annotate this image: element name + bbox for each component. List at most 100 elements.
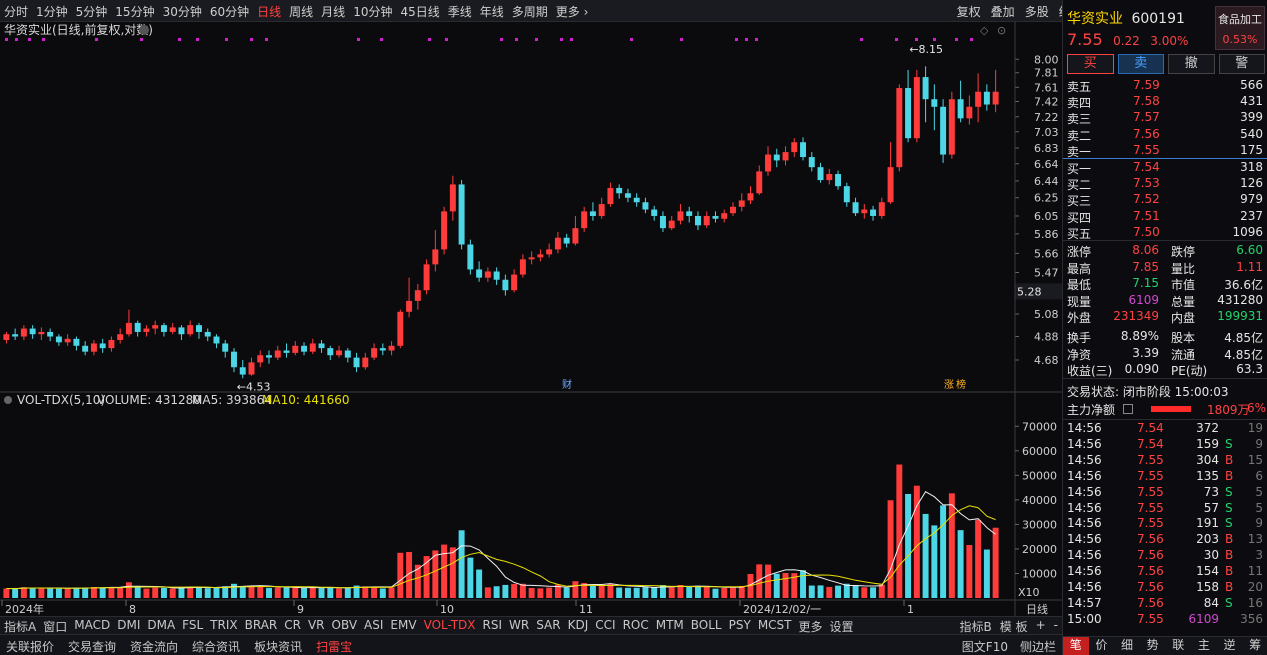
- indicator-tab[interactable]: VOL-TDX: [423, 618, 476, 632]
- indicator-tab[interactable]: VR: [307, 618, 325, 632]
- period-button[interactable]: 周线: [289, 5, 314, 19]
- indicator-tab[interactable]: KDJ: [567, 618, 589, 632]
- status-link[interactable]: 板块资讯: [254, 640, 303, 654]
- candle-body: [371, 348, 378, 358]
- rank-mark[interactable]: 榜: [956, 378, 966, 391]
- indicator-tab[interactable]: DMA: [147, 618, 176, 632]
- tick-side: S: [1225, 595, 1233, 610]
- quote-tab[interactable]: 联: [1172, 638, 1185, 652]
- tick-price: 7.56: [1137, 548, 1164, 563]
- indicator-tab[interactable]: MCST: [757, 618, 792, 632]
- indicator-tab[interactable]: MTM: [655, 618, 684, 632]
- volume-bar: [204, 588, 211, 598]
- bids-level-row[interactable]: 买五 7.50 1096: [1067, 225, 1263, 241]
- quote-tab[interactable]: 笔: [1063, 637, 1089, 655]
- period-button[interactable]: 日线: [257, 5, 282, 19]
- quote-tab[interactable]: 价: [1095, 638, 1108, 652]
- period-button[interactable]: 45日线: [400, 5, 440, 19]
- diamond-icon[interactable]: ◇: [980, 24, 989, 37]
- quote-tab[interactable]: 主: [1197, 638, 1210, 652]
- candle-body: [616, 187, 623, 194]
- candle-body: [572, 228, 579, 244]
- indicator-tab[interactable]: CR: [284, 618, 301, 632]
- status-link[interactable]: 关联报价: [6, 640, 55, 654]
- limit-up-mark[interactable]: 涨: [944, 379, 954, 391]
- period-button[interactable]: 年线: [479, 5, 504, 19]
- trade-action-button[interactable]: 撤: [1168, 54, 1215, 74]
- indicator-tab[interactable]: TRIX: [210, 618, 238, 632]
- indicator-tab[interactable]: PSY: [728, 618, 751, 632]
- bids-level-row[interactable]: 买三 7.52 979: [1067, 192, 1263, 208]
- kline-chart-area[interactable]: 华资实业(日线,前复权,对数) ◇ ⊙ 8.00 7.81 7.61 7.42 7.22…: [0, 22, 1062, 616]
- quote-tab[interactable]: 筹: [1249, 638, 1262, 652]
- status-right-link[interactable]: 图文F10: [961, 640, 1008, 654]
- asks-level-row[interactable]: 卖一 7.55 175: [1067, 143, 1263, 159]
- candle-body: [957, 99, 964, 119]
- settings-small-icon[interactable]: ⊙: [997, 24, 1006, 37]
- period-button[interactable]: 60分钟: [209, 5, 250, 19]
- indicator-tool[interactable]: -: [1053, 618, 1058, 632]
- indicator-tab[interactable]: RSI: [482, 618, 503, 632]
- industry-box[interactable]: 食品加工 0.53%: [1215, 6, 1265, 50]
- status-link[interactable]: 扫雷宝: [316, 640, 353, 654]
- quote-tab[interactable]: 势: [1146, 638, 1159, 652]
- status-right-link[interactable]: 侧边栏: [1019, 640, 1056, 654]
- indicator-tab[interactable]: CCI: [595, 618, 616, 632]
- kline-chart-svg[interactable]: 华资实业(日线,前复权,对数) ◇ ⊙ 8.007.817.617.42 7.22…: [0, 22, 1062, 616]
- period-button[interactable]: 10分钟: [353, 5, 393, 19]
- volume-bar: [686, 586, 693, 598]
- bids-level-row[interactable]: 买二 7.53 126: [1067, 176, 1263, 192]
- indicator-tab[interactable]: 设置: [829, 620, 854, 634]
- period-button[interactable]: 5分钟: [75, 5, 108, 19]
- quote-tab[interactable]: 细: [1121, 638, 1134, 652]
- indicator-tool[interactable]: 模 板: [999, 620, 1028, 634]
- indicator-tab[interactable]: WR: [509, 618, 530, 632]
- asks-level-row[interactable]: 卖二 7.56 540: [1067, 127, 1263, 143]
- asks-level-row[interactable]: 卖三 7.57 399: [1067, 110, 1263, 126]
- tick-row: 14:56 7.54 159 S 9: [1067, 437, 1263, 453]
- period-button[interactable]: 15分钟: [115, 5, 155, 19]
- period-button[interactable]: 分时: [4, 5, 29, 19]
- indicator-tab[interactable]: SAR: [536, 618, 561, 632]
- indicator-tab[interactable]: MACD: [74, 618, 111, 632]
- chart-tool-button[interactable]: 叠加: [990, 5, 1015, 19]
- status-link[interactable]: 交易查询: [68, 640, 117, 654]
- indicator-tab[interactable]: BRAR: [244, 618, 278, 632]
- period-button[interactable]: 季线: [447, 5, 472, 19]
- indicator-tab[interactable]: 更多: [798, 620, 823, 634]
- indicator-tab[interactable]: 窗口: [43, 620, 68, 634]
- finance-event-mark[interactable]: 财: [562, 378, 572, 391]
- asks-level-row[interactable]: 卖五 7.59 566: [1067, 78, 1263, 94]
- asks-level-row[interactable]: 卖四 7.58 431: [1067, 94, 1263, 110]
- trade-action-button[interactable]: 买: [1067, 54, 1114, 74]
- volume-tick: 40000: [1022, 494, 1057, 507]
- indicator-tab[interactable]: ROC: [622, 618, 649, 632]
- trade-action-button[interactable]: 警: [1218, 54, 1265, 74]
- trade-action-button[interactable]: 卖: [1117, 54, 1164, 74]
- volume-bar: [694, 585, 701, 598]
- chart-settings-icon[interactable]: [139, 25, 149, 35]
- indicator-tab[interactable]: 指标A: [4, 620, 37, 634]
- period-button[interactable]: 多周期: [511, 5, 548, 19]
- period-button[interactable]: 30分钟: [162, 5, 202, 19]
- indicator-tab[interactable]: EMV: [390, 618, 417, 632]
- indicator-tab[interactable]: BOLL: [690, 618, 722, 632]
- quote-tab[interactable]: 逆: [1223, 638, 1236, 652]
- bids-level-row[interactable]: 买一 7.54 318: [1067, 160, 1263, 176]
- indicator-tab[interactable]: DMI: [117, 618, 141, 632]
- menu-icon[interactable]: [1123, 404, 1133, 414]
- indicator-tab[interactable]: OBV: [331, 618, 358, 632]
- stat-label: 总量: [1171, 294, 1196, 309]
- indicator-tab[interactable]: FSL: [182, 618, 204, 632]
- chart-tool-button[interactable]: 复权: [956, 5, 981, 19]
- period-button[interactable]: 更多 ›: [555, 5, 589, 19]
- indicator-tool[interactable]: +: [1035, 618, 1046, 632]
- status-link[interactable]: 资金流向: [130, 640, 179, 654]
- indicator-tab[interactable]: ASI: [364, 618, 384, 632]
- bids-level-row[interactable]: 买四 7.51 237: [1067, 209, 1263, 225]
- period-button[interactable]: 月线: [321, 5, 346, 19]
- status-link[interactable]: 综合资讯: [192, 640, 241, 654]
- chart-tool-button[interactable]: 多股: [1024, 5, 1049, 19]
- indicator-tool[interactable]: 指标B: [959, 620, 992, 634]
- period-button[interactable]: 1分钟: [36, 5, 68, 19]
